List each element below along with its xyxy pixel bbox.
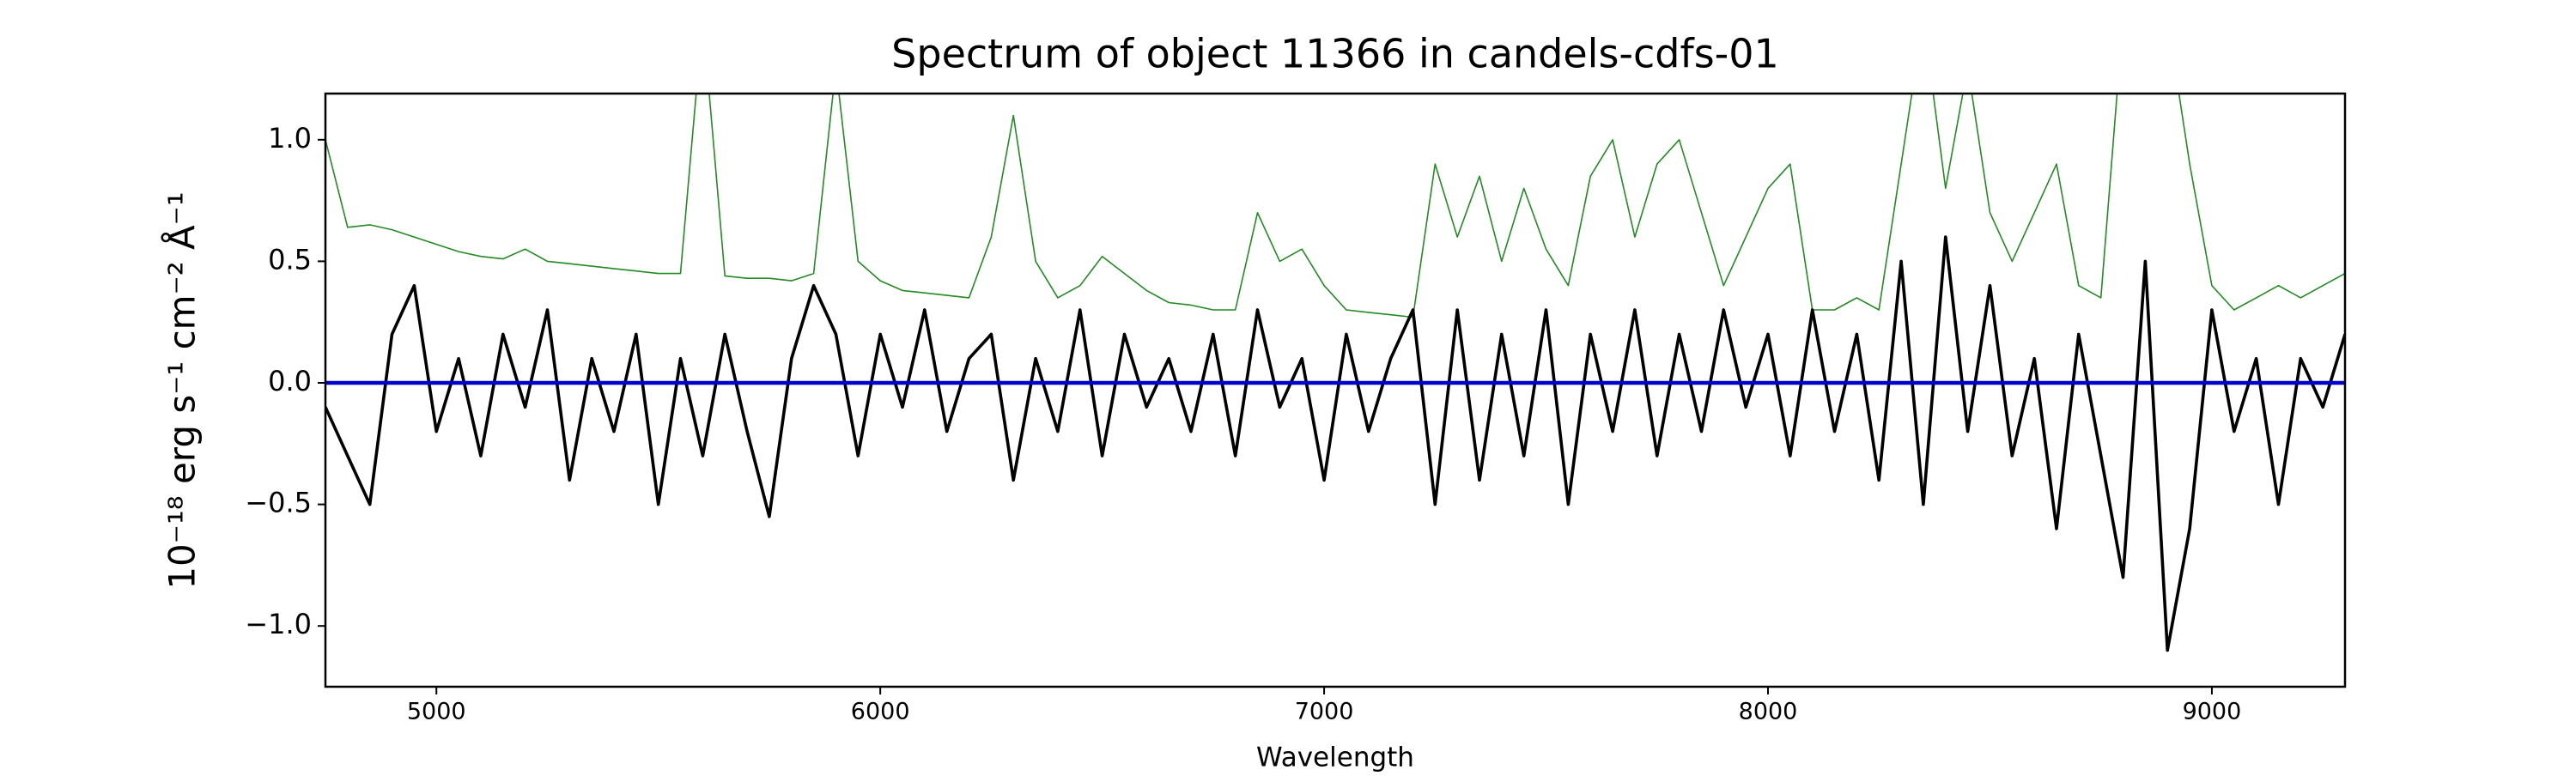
x-tick-label: 5000	[407, 699, 466, 725]
y-tick-label: −0.5	[245, 487, 312, 519]
y-axis-label: 10⁻¹⁸ erg s⁻¹ cm⁻² Å⁻¹	[161, 191, 204, 589]
y-tick-label: 1.0	[268, 122, 312, 155]
x-tick-label: 6000	[851, 699, 910, 725]
chart-title: Spectrum of object 11366 in candels-cdfs…	[891, 31, 1779, 77]
x-axis-label: Wavelength	[1256, 743, 1414, 773]
y-tick-label: 0.5	[268, 243, 312, 276]
y-tick-label: 0.0	[268, 365, 312, 397]
x-tick-label: 8000	[1739, 699, 1798, 725]
plot-area	[325, 94, 2345, 652]
spectrum-line	[325, 235, 2345, 652]
y-tick-label: −1.0	[245, 608, 312, 640]
x-tick-label: 9000	[2183, 699, 2242, 725]
spectrum-line	[325, 94, 2345, 318]
x-tick-label: 7000	[1295, 699, 1354, 725]
plot-frame	[324, 92, 2347, 688]
